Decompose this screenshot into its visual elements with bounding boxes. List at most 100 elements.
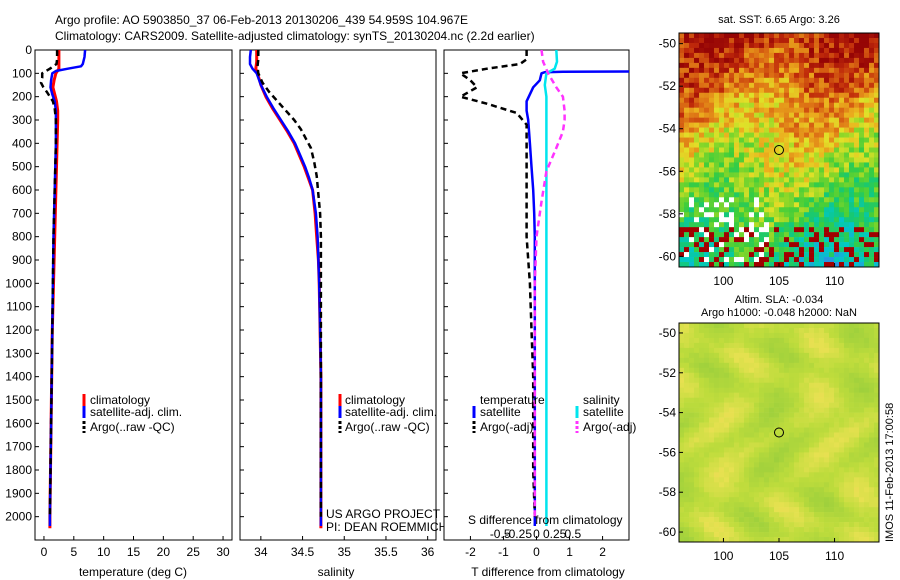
sst-cell bbox=[874, 177, 879, 183]
sst-cell bbox=[814, 187, 820, 193]
sst-cell bbox=[764, 97, 770, 104]
sla-cell bbox=[739, 522, 745, 528]
sst-cell bbox=[789, 187, 795, 193]
sst-cell bbox=[784, 227, 790, 233]
sla-cell bbox=[694, 407, 700, 413]
sla-cell bbox=[744, 467, 750, 473]
sla-cell bbox=[729, 397, 735, 403]
sla-cell bbox=[869, 422, 875, 428]
sla-cell bbox=[719, 482, 725, 488]
sst-cell bbox=[684, 232, 690, 238]
sst-cell bbox=[799, 152, 805, 158]
sla-cell bbox=[839, 407, 845, 413]
sla-cell bbox=[729, 467, 735, 473]
sst-cell bbox=[744, 107, 750, 113]
sst-cell bbox=[759, 107, 765, 113]
sla-cell bbox=[829, 417, 835, 423]
sst-cell bbox=[839, 237, 845, 243]
sst-cell bbox=[834, 142, 840, 148]
sst-cell bbox=[789, 212, 795, 218]
sst-cell bbox=[809, 182, 815, 188]
sst-cell bbox=[824, 122, 830, 128]
sst-cell bbox=[834, 162, 840, 168]
sst-cell bbox=[814, 72, 820, 79]
sst-cell bbox=[799, 192, 805, 198]
sla-cell bbox=[799, 537, 805, 542]
sst-cell bbox=[869, 172, 875, 178]
sla-cell bbox=[709, 532, 715, 538]
sst-cell bbox=[694, 92, 700, 99]
sla-cell bbox=[809, 412, 815, 418]
sst-cell bbox=[729, 82, 735, 89]
sst-cell bbox=[679, 192, 685, 198]
sst-cell bbox=[849, 257, 855, 263]
sla-cell bbox=[769, 367, 775, 374]
sla-cell bbox=[684, 352, 690, 359]
sla-cell bbox=[689, 462, 695, 468]
sst-cell bbox=[684, 42, 690, 49]
sst-cell bbox=[704, 107, 710, 113]
sst-cell bbox=[829, 47, 835, 54]
sst-cell bbox=[874, 62, 879, 69]
sla-cell bbox=[714, 477, 720, 483]
sst-map-panel: sat. SST: 6.65 Argo: 3.26 100 105 110-50-5… bbox=[659, 14, 880, 288]
sla-cell bbox=[719, 392, 725, 398]
sst-cell bbox=[694, 227, 700, 233]
temperature-series bbox=[39, 50, 87, 529]
sst-cell bbox=[869, 97, 875, 104]
sla-cell bbox=[744, 487, 750, 493]
sst-cell bbox=[769, 107, 775, 113]
sla-cell bbox=[729, 323, 735, 329]
sst-cell bbox=[799, 142, 805, 148]
sst-cell bbox=[794, 67, 800, 74]
sla-cell bbox=[699, 342, 705, 349]
sst-cell bbox=[799, 42, 805, 49]
sst-cell bbox=[724, 147, 730, 153]
sla-cell bbox=[684, 387, 690, 393]
map-y-tick-label: -60 bbox=[659, 249, 677, 263]
sla-cell bbox=[834, 462, 840, 468]
sla-cell bbox=[699, 392, 705, 398]
sla-cell bbox=[799, 332, 805, 339]
sla-cell bbox=[789, 517, 795, 523]
sla-cell bbox=[789, 382, 795, 389]
sst-cell bbox=[679, 37, 685, 44]
sst-cell bbox=[869, 187, 875, 193]
sst-cell bbox=[799, 82, 805, 89]
sst-cell bbox=[729, 57, 735, 64]
sla-cell bbox=[704, 517, 710, 523]
sla-cell bbox=[779, 377, 785, 384]
sla-cell bbox=[789, 362, 795, 369]
sst-cell bbox=[679, 232, 685, 238]
sst-cell bbox=[699, 142, 705, 148]
sst-cell bbox=[859, 202, 865, 208]
sst-cell bbox=[824, 107, 830, 113]
sla-cell bbox=[684, 447, 690, 453]
sla-cell bbox=[759, 377, 765, 384]
sst-cell bbox=[784, 162, 790, 168]
sst-cell bbox=[679, 117, 685, 123]
sla-cell bbox=[869, 407, 875, 413]
sla-cell bbox=[849, 442, 855, 448]
x-tick-label: 34 bbox=[254, 545, 268, 559]
sla-cell bbox=[819, 362, 825, 369]
sla-cell bbox=[814, 492, 820, 498]
sst-cell bbox=[859, 92, 865, 99]
sst-cell bbox=[869, 212, 875, 218]
sst-cell bbox=[719, 52, 725, 59]
sla-cell bbox=[759, 462, 765, 468]
sst-cell bbox=[784, 127, 790, 133]
sst-cell bbox=[724, 162, 730, 168]
sla-cell bbox=[794, 342, 800, 349]
sst-cell bbox=[704, 172, 710, 178]
sla-cell bbox=[729, 402, 735, 408]
sst-cell bbox=[744, 47, 750, 54]
sst-cell bbox=[754, 252, 760, 258]
sla-cell bbox=[849, 323, 855, 329]
depth-tick-label: 1700 bbox=[5, 440, 32, 454]
sla-cell bbox=[804, 397, 810, 403]
sst-cell bbox=[789, 107, 795, 113]
sla-cell bbox=[694, 467, 700, 473]
sla-cell bbox=[869, 382, 875, 389]
sla-cell bbox=[804, 517, 810, 523]
